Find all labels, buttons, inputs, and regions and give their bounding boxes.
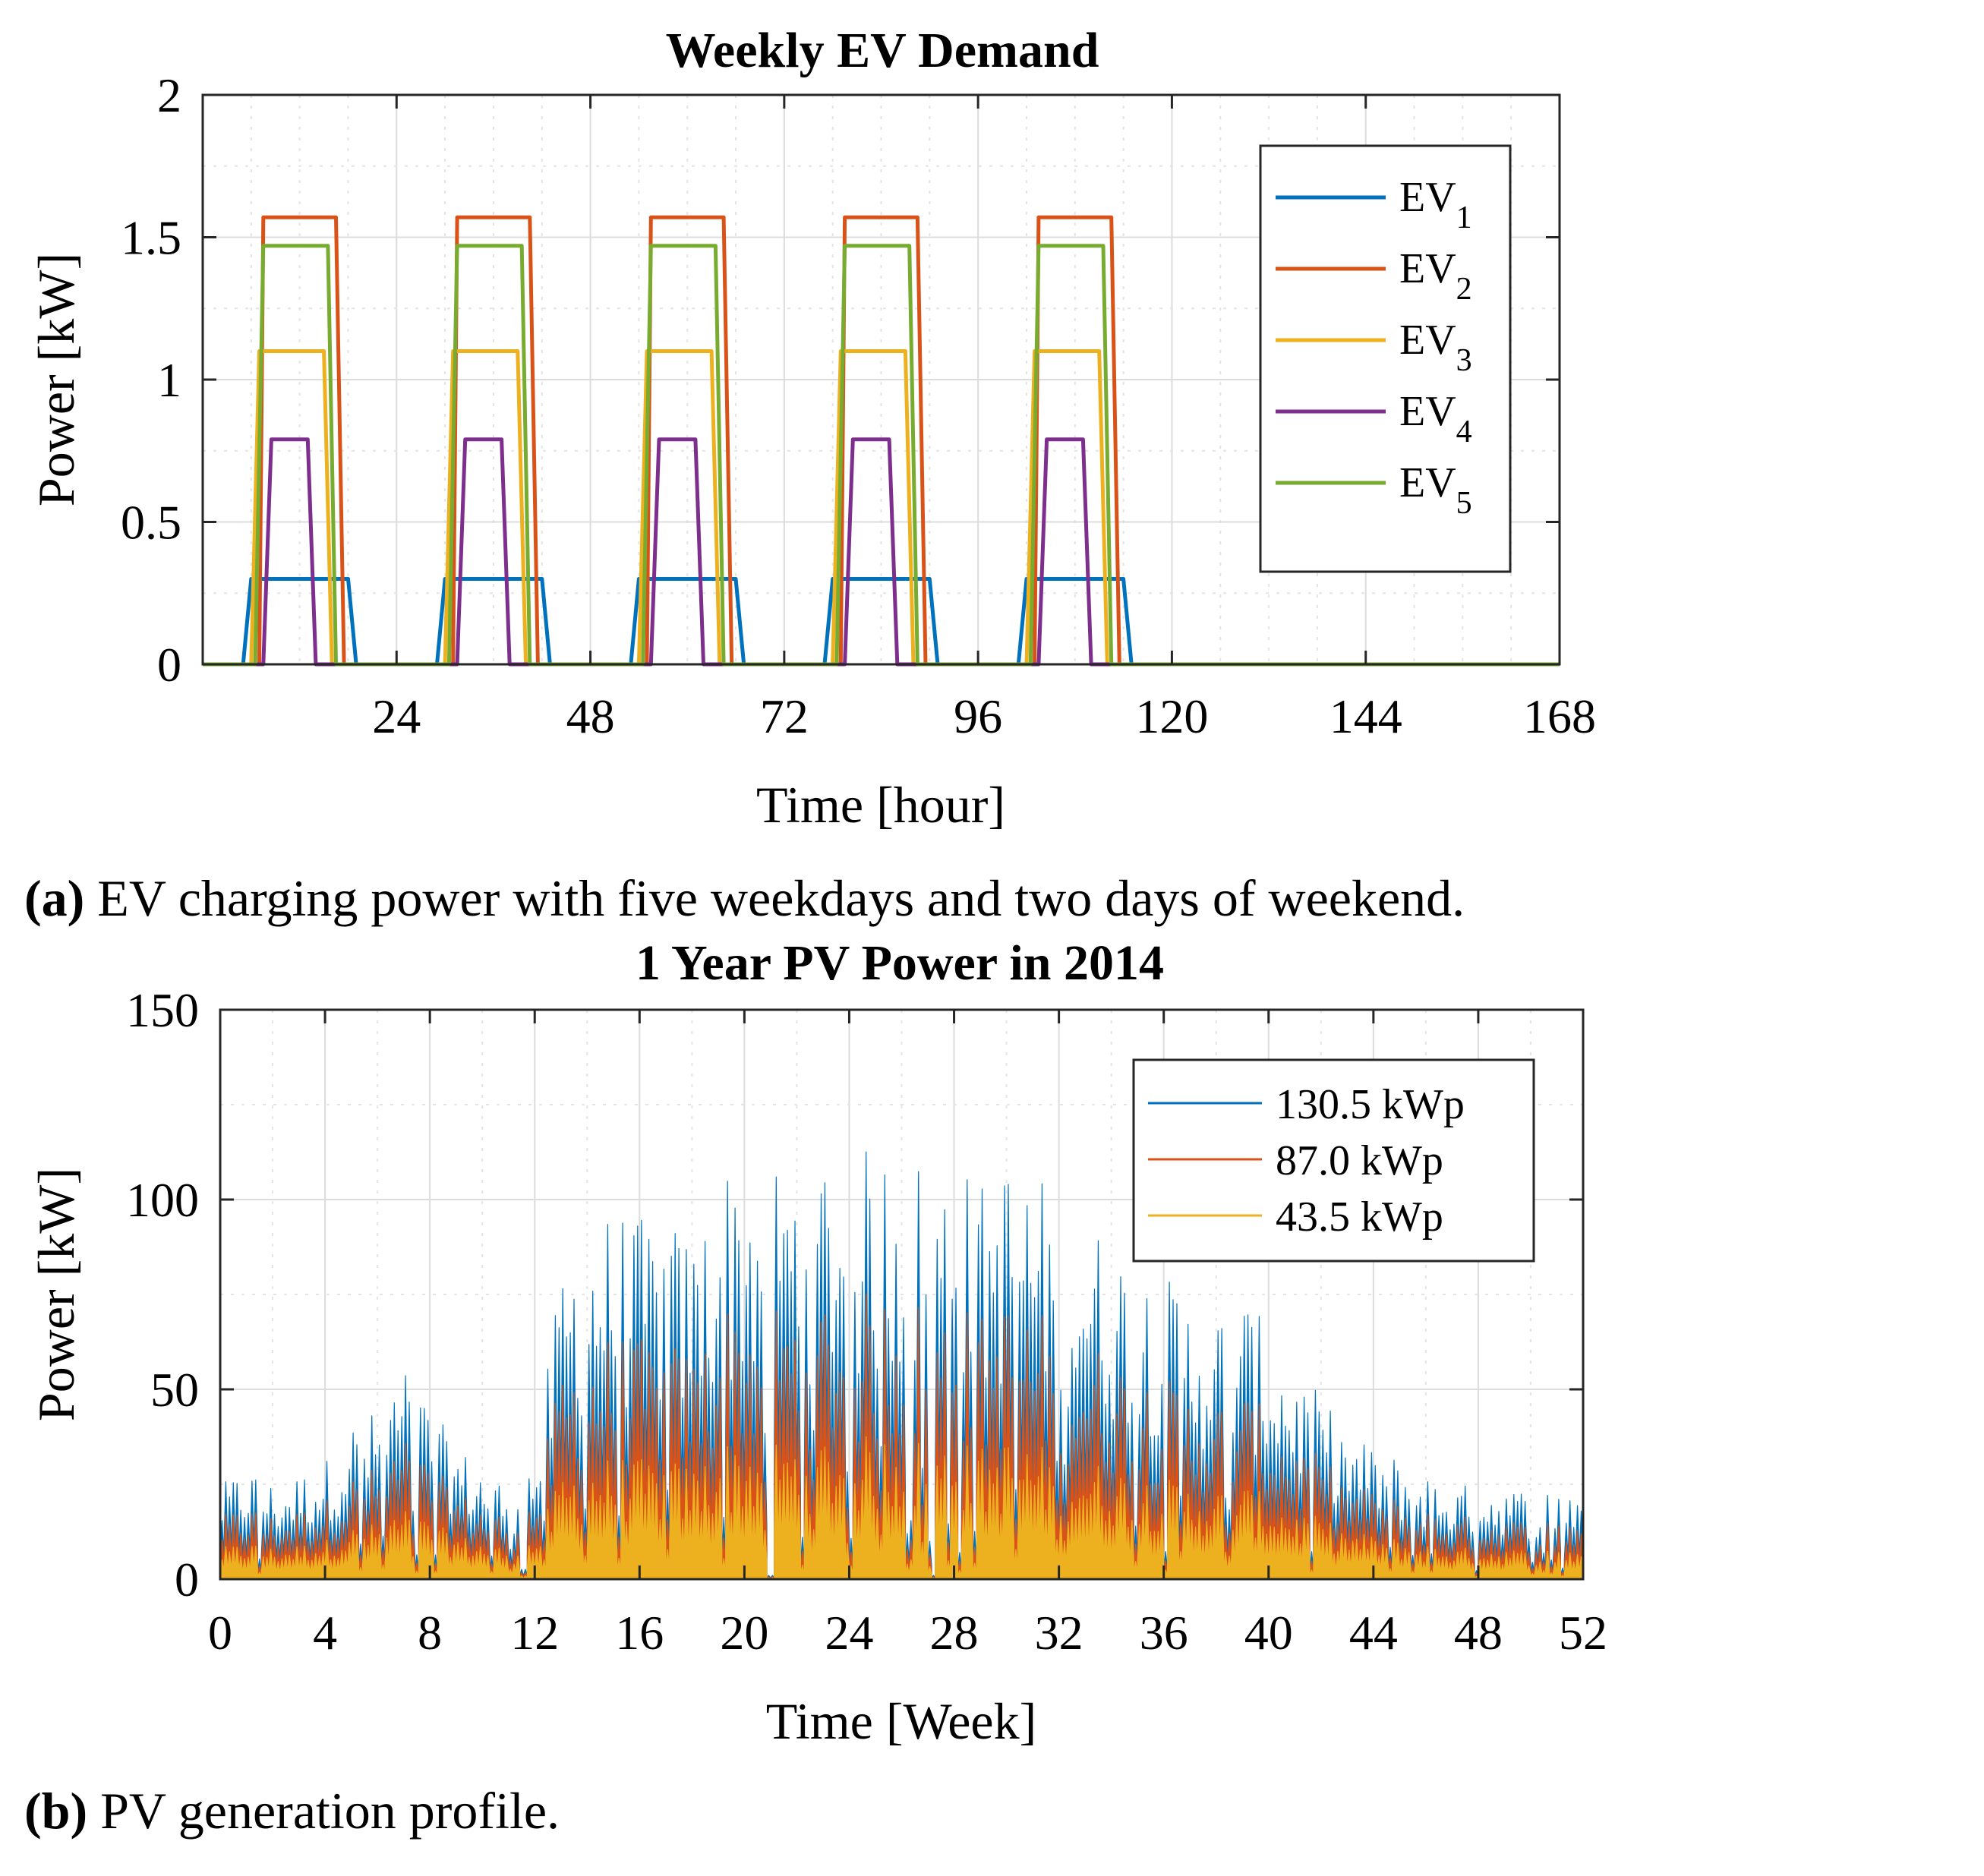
legend-pv-label: 43.5 kWp bbox=[1276, 1193, 1443, 1241]
chart-a-legend: EV1 EV2 EV3 EV4 EV5 bbox=[1259, 144, 1512, 573]
chart-b-x-axis-label: Time [Week] bbox=[766, 1692, 1037, 1750]
chart-b-x-tick-label: 32 bbox=[1035, 1606, 1083, 1660]
chart-b-x-tick-label: 44 bbox=[1349, 1606, 1398, 1660]
chart-a-title: Weekly EV Demand bbox=[666, 23, 1099, 78]
chart-a-y-tick-label: 0.5 bbox=[121, 496, 181, 550]
chart-a-y-tick-label: 0 bbox=[157, 638, 181, 692]
chart-a-x-axis-label: Time [hour] bbox=[756, 776, 1005, 834]
series-ev3-line bbox=[203, 349, 1560, 667]
chart-a-x-tick-label: 24 bbox=[372, 689, 421, 743]
chart-b-tick-marks bbox=[219, 1008, 1585, 1581]
chart-b-x-tick-label: 8 bbox=[418, 1606, 442, 1660]
chart-a-y-tick-label: 2 bbox=[157, 68, 181, 122]
caption-a-label: (a) bbox=[24, 869, 84, 927]
legend-ev2-label: EV2 bbox=[1399, 245, 1472, 307]
chart-b-axes-box bbox=[219, 1008, 1585, 1581]
legend-pv-label: 130.5 kWp bbox=[1276, 1081, 1465, 1128]
chart-b-title: 1 Year PV Power in 2014 bbox=[636, 935, 1164, 991]
caption-b-label: (b) bbox=[24, 1782, 87, 1840]
chart-b-x-tick-label: 24 bbox=[825, 1606, 873, 1660]
chart-b-x-tick-label: 16 bbox=[615, 1606, 664, 1660]
chart-b-y-tick-label: 50 bbox=[150, 1363, 199, 1417]
chart-b-y-tick-label: 0 bbox=[175, 1553, 199, 1606]
chart-b-x-tick-label: 40 bbox=[1244, 1606, 1293, 1660]
chart-b-x-tick-label: 36 bbox=[1140, 1606, 1188, 1660]
chart-a-x-tick-labels: 24 48 72 96 120 144 168 bbox=[372, 689, 1596, 743]
series-43-5-kwparea bbox=[219, 1436, 1584, 1580]
chart-b-y-tick-label: 150 bbox=[126, 983, 199, 1037]
chart-b-series bbox=[219, 1151, 1584, 1580]
chart-a-x-tick-label: 48 bbox=[566, 689, 615, 743]
chart-b-legend: 130.5 kWp 87.0 kWp 43.5 kWp bbox=[1132, 1058, 1535, 1263]
series-ev1-line bbox=[203, 577, 1560, 667]
chart-b-x-tick-label: 20 bbox=[720, 1606, 768, 1660]
chart-a-tick-marks bbox=[203, 93, 1561, 666]
chart-a-x-tick-label: 144 bbox=[1330, 689, 1402, 743]
caption-b: (b) PV generation profile. bbox=[24, 1782, 560, 1840]
caption-a-text: EV charging power with five weekdays and… bbox=[84, 869, 1465, 927]
chart-b-x-tick-label: 0 bbox=[208, 1606, 232, 1660]
chart-a-y-tick-label: 1.5 bbox=[121, 211, 181, 265]
chart-a-x-tick-label: 96 bbox=[954, 689, 1002, 743]
chart-b-y-tick-labels: 0 50 100 150 bbox=[126, 983, 199, 1606]
legend-ev5-label: EV5 bbox=[1399, 459, 1472, 521]
chart-b-x-tick-labels: 0 4 8 12 16 20 24 28 32 36 40 44 48 52 bbox=[208, 1606, 1607, 1660]
series-ev4-line bbox=[203, 437, 1560, 667]
chart-b-x-tick-label: 52 bbox=[1559, 1606, 1607, 1660]
chart-a-x-tick-label: 120 bbox=[1135, 689, 1208, 743]
legend-pv-label: 87.0 kWp bbox=[1276, 1137, 1443, 1184]
chart-a-legend-box bbox=[1259, 144, 1512, 573]
chart-a-series bbox=[203, 215, 1560, 667]
chart-a-y-axis-label: Power [kW] bbox=[27, 253, 85, 506]
chart-b-x-tick-label: 28 bbox=[930, 1606, 979, 1660]
chart-weekly-ev-demand: Weekly EV Demand 0 0.5 1 1.5 2 24 48 72 96 120 14… bbox=[27, 23, 1596, 834]
chart-b-y-tick-label: 100 bbox=[126, 1173, 199, 1227]
chart-a-x-tick-label: 72 bbox=[760, 689, 809, 743]
caption-a: (a) EV charging power with five weekdays… bbox=[24, 869, 1465, 927]
legend-ev4-label: EV4 bbox=[1399, 388, 1472, 449]
chart-a-y-tick-labels: 0 0.5 1 1.5 2 bbox=[121, 68, 181, 692]
legend-ev1-label: EV1 bbox=[1399, 174, 1472, 235]
legend-ev3-label: EV3 bbox=[1399, 317, 1472, 378]
chart-b-x-tick-label: 12 bbox=[510, 1606, 559, 1660]
chart-a-x-tick-label: 168 bbox=[1523, 689, 1596, 743]
caption-b-text: PV generation profile. bbox=[87, 1782, 560, 1840]
series-ev5-line bbox=[203, 244, 1560, 667]
chart-a-y-tick-label: 1 bbox=[157, 353, 181, 407]
chart-b-y-axis-label: Power [kW] bbox=[27, 1168, 85, 1421]
chart-b-x-tick-label: 4 bbox=[313, 1606, 337, 1660]
chart-b-x-tick-label: 48 bbox=[1454, 1606, 1503, 1660]
